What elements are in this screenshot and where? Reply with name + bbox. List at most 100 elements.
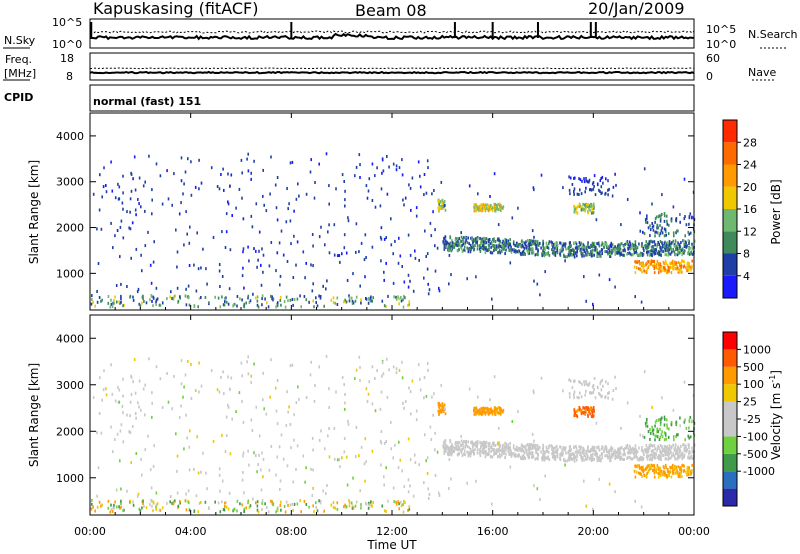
power-point <box>573 207 576 211</box>
power-point <box>415 206 418 210</box>
velocity-point <box>392 365 395 369</box>
power-point <box>651 222 653 225</box>
velocity-point <box>238 391 241 395</box>
velocity-point <box>587 406 590 410</box>
velocity-point <box>304 480 306 484</box>
velocity-point <box>649 431 652 435</box>
power-point <box>677 250 679 254</box>
power-point <box>443 242 446 246</box>
power-point <box>640 251 642 255</box>
power-point <box>573 190 575 193</box>
power-point <box>475 203 478 207</box>
velocity-point <box>381 374 383 378</box>
velocity-point <box>536 447 538 451</box>
velocity-point <box>534 457 537 461</box>
power-point <box>517 206 519 210</box>
velocity-point <box>504 441 506 445</box>
noise-right-tick-high: 10^5 <box>706 23 736 36</box>
power-point <box>471 237 473 241</box>
velocity-point <box>642 457 645 461</box>
power-point <box>672 205 675 209</box>
power-point <box>247 296 249 300</box>
power-point <box>483 205 486 209</box>
velocity-point <box>393 500 395 504</box>
power-point <box>260 263 262 267</box>
power-point <box>542 242 545 245</box>
velocity-point <box>663 417 666 421</box>
power-point <box>385 261 387 265</box>
velocity-point <box>656 427 658 431</box>
velocity-point <box>598 448 601 452</box>
power-point <box>569 249 572 253</box>
velocity-point <box>441 408 444 412</box>
power-point <box>486 205 489 209</box>
power-point <box>683 245 686 248</box>
velocity-point <box>573 446 575 450</box>
power-point <box>628 245 631 248</box>
power-point <box>687 252 689 256</box>
power-point <box>650 240 653 244</box>
power-point <box>111 189 114 193</box>
velocity-point <box>264 502 266 506</box>
power-point <box>675 267 677 271</box>
velocity-point <box>457 453 459 457</box>
velocity-point <box>681 475 683 478</box>
power-point <box>494 207 496 211</box>
power-point <box>479 250 482 253</box>
velocity-point <box>522 444 524 448</box>
velocity-point <box>512 444 515 448</box>
power-point <box>597 183 599 187</box>
power-point <box>109 305 112 309</box>
velocity-point <box>252 497 254 501</box>
velocity-point <box>271 500 273 504</box>
power-point <box>647 260 650 264</box>
power-point <box>579 188 581 192</box>
velocity-point <box>570 456 572 460</box>
power-point <box>318 294 320 298</box>
velocity-point <box>261 508 263 512</box>
velocity-point <box>635 464 637 468</box>
velocity-point <box>643 370 646 374</box>
velocity-point <box>128 430 130 434</box>
velocity-point <box>666 426 669 430</box>
velocity-point <box>352 476 354 480</box>
power-point <box>256 265 258 269</box>
power-point <box>218 263 221 266</box>
velocity-point <box>504 456 506 460</box>
velocity-point <box>219 510 222 514</box>
velocity-point <box>161 506 164 510</box>
velocity-point <box>607 392 609 395</box>
power-point <box>620 251 623 255</box>
velocity-point <box>242 420 245 424</box>
velocity-point <box>569 448 571 452</box>
power-point <box>151 212 153 216</box>
velocity-point <box>535 450 538 454</box>
power-point <box>649 249 651 253</box>
velocity-point <box>623 449 625 453</box>
power-point <box>645 250 648 254</box>
velocity-point <box>637 471 640 475</box>
velocity-point <box>158 508 161 512</box>
power-point <box>653 262 656 266</box>
power-point <box>602 181 604 185</box>
power-point <box>585 177 587 180</box>
velocity-point <box>409 390 412 394</box>
power-point <box>545 241 548 245</box>
power-point <box>278 241 281 245</box>
power-point <box>654 234 656 238</box>
velocity-point <box>383 509 386 513</box>
power-point <box>633 265 636 269</box>
velocity-point <box>583 454 586 457</box>
power-point <box>481 204 483 208</box>
power-point <box>599 190 601 193</box>
power-point <box>593 244 596 248</box>
velocity-point <box>656 435 659 439</box>
power-point <box>664 259 667 263</box>
power-point <box>677 266 679 270</box>
power-point <box>658 251 661 254</box>
colorbar-tick-label: 12 <box>743 225 757 238</box>
velocity-point <box>200 470 202 474</box>
velocity-point <box>280 500 282 504</box>
